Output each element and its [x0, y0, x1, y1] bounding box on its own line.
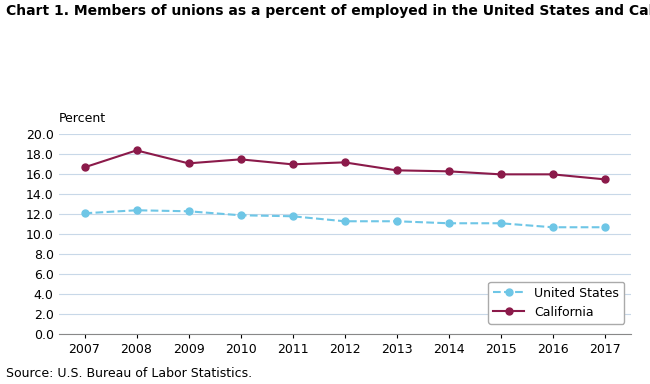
United States	[497, 221, 504, 225]
United States	[601, 225, 608, 230]
California	[237, 157, 244, 162]
Legend: United States, California: United States, California	[488, 281, 624, 324]
California	[133, 148, 140, 153]
Text: Source: U.S. Bureau of Labor Statistics.: Source: U.S. Bureau of Labor Statistics.	[6, 367, 253, 380]
United States	[237, 213, 244, 218]
California	[445, 169, 452, 174]
United States	[445, 221, 452, 225]
California	[497, 172, 504, 177]
California	[81, 165, 88, 170]
United States	[81, 211, 88, 215]
California	[185, 161, 192, 166]
California	[393, 168, 400, 173]
United States	[133, 208, 140, 213]
California	[341, 160, 348, 165]
California	[549, 172, 556, 177]
United States	[549, 225, 556, 230]
United States	[341, 219, 348, 223]
Text: Chart 1. Members of unions as a percent of employed in the United States and Cal: Chart 1. Members of unions as a percent …	[6, 4, 650, 18]
Line: United States: United States	[81, 207, 608, 231]
United States	[289, 214, 296, 218]
United States	[393, 219, 400, 223]
Text: Percent: Percent	[58, 112, 105, 125]
California	[601, 177, 608, 182]
United States	[185, 209, 192, 214]
Line: California: California	[81, 147, 608, 183]
California	[289, 162, 296, 167]
